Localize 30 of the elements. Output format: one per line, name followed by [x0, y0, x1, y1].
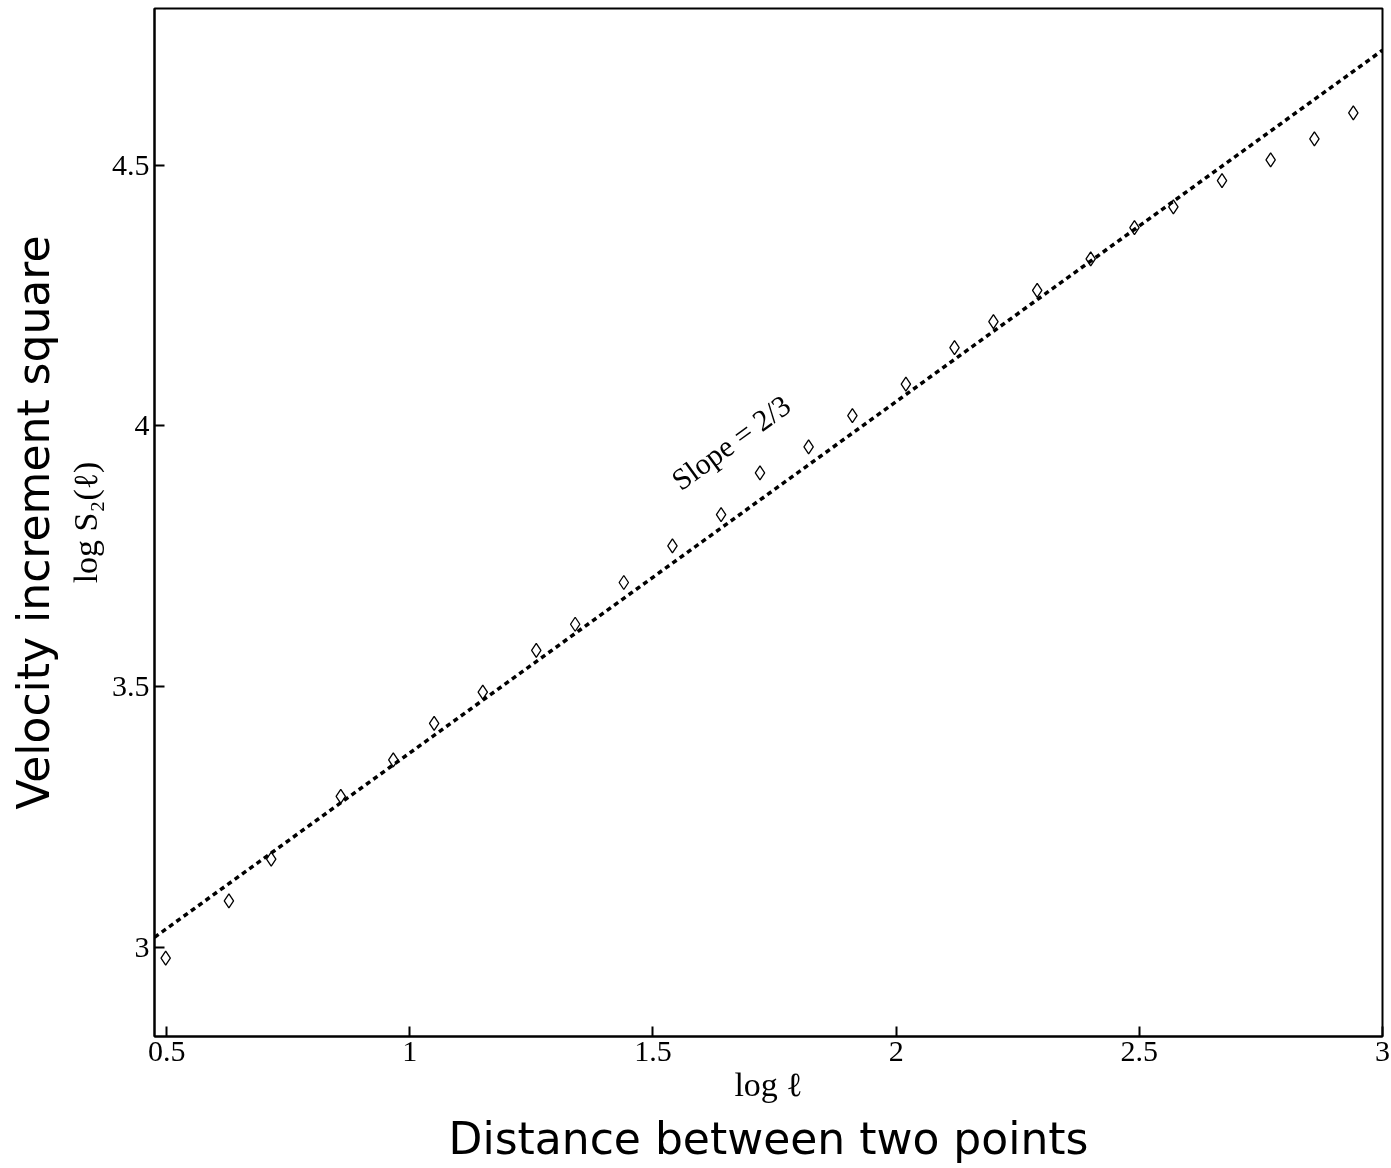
- point: [1031, 282, 1043, 298]
- x-tick-label: 1: [402, 1033, 418, 1067]
- point: [715, 507, 727, 523]
- x-tick-label: 2.5: [1120, 1033, 1159, 1067]
- x-tick-label: 0.5: [147, 1033, 186, 1067]
- y-axis-title: log S₂(ℓ): [67, 461, 105, 584]
- point: [223, 893, 235, 909]
- point: [335, 788, 347, 805]
- point: [900, 376, 912, 392]
- y-tick-label: 3: [134, 930, 150, 964]
- x-tick-label: 1.5: [634, 1033, 672, 1067]
- point: [569, 616, 581, 632]
- point: [1216, 173, 1228, 189]
- annotation: Slope = 2/3: [665, 388, 797, 497]
- point: [754, 465, 766, 481]
- point: [530, 642, 542, 658]
- point: [477, 684, 489, 700]
- x-tick-label: 3: [1375, 1033, 1390, 1067]
- point: [618, 574, 630, 591]
- x-axis-title: log ℓ: [734, 1065, 803, 1103]
- text: Distance between two points: [448, 1112, 1089, 1164]
- y-tick-label: 4.5: [112, 147, 150, 181]
- y-tick-label: 4: [134, 408, 150, 442]
- x-tick-label: 2: [888, 1033, 904, 1067]
- point: [265, 851, 277, 867]
- y-tick-label: 3.5: [112, 669, 150, 703]
- point: [428, 715, 440, 732]
- point: [1085, 251, 1097, 267]
- text: Velocity increment square: [7, 235, 59, 810]
- point: [387, 752, 399, 768]
